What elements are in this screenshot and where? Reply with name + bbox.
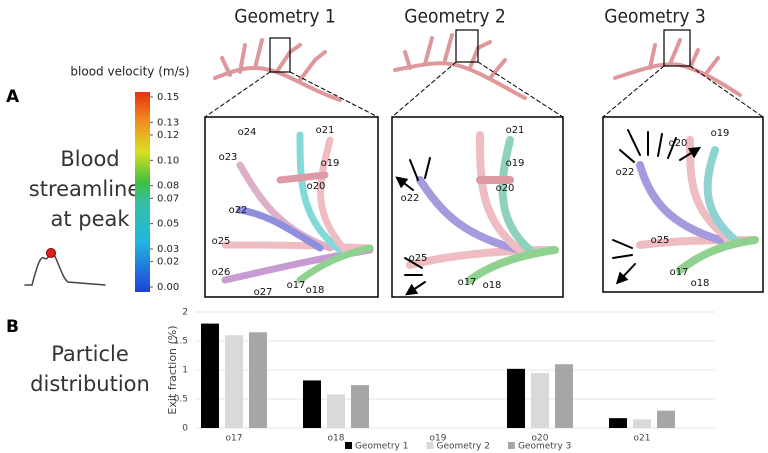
- colorbar-tick-label: 0.05: [157, 219, 179, 230]
- y-tick-label: 1.5: [174, 337, 188, 347]
- x-tick-label: o21: [634, 434, 651, 444]
- row-label: distribution: [30, 372, 150, 396]
- outlet-label: o22: [401, 193, 420, 204]
- y-tick-label: 0: [182, 424, 188, 434]
- panel-label: A: [6, 87, 20, 107]
- outlet-label: o18: [691, 278, 710, 289]
- y-axis-label: Exit fraction (%): [166, 325, 179, 414]
- colorbar-tick-label: 0.13: [157, 117, 179, 128]
- bar: [633, 419, 651, 428]
- row-label: at peak: [50, 207, 130, 231]
- outlet-label: o19: [506, 158, 525, 169]
- geometry-title: Geometry 2: [404, 6, 506, 28]
- outlet-label: o17: [287, 280, 306, 291]
- outlet-label: o25: [409, 253, 428, 264]
- outlet-label: o17: [458, 277, 477, 288]
- y-tick-label: 1: [182, 366, 188, 376]
- colorbar: [135, 92, 150, 292]
- row-label: Blood: [60, 147, 119, 171]
- colorbar-tick-label: 0.02: [157, 257, 179, 268]
- outlet-label: o18: [483, 280, 502, 291]
- outlet-label: o19: [711, 128, 730, 139]
- bar: [555, 364, 573, 428]
- legend-swatch: [426, 442, 434, 449]
- outlet-label: o20: [669, 138, 688, 149]
- bar: [657, 410, 675, 428]
- outlet-label: o20: [307, 181, 326, 192]
- bar: [225, 335, 243, 428]
- colorbar-tick-label: 0.15: [157, 92, 179, 103]
- bar: [327, 394, 345, 428]
- legend-swatch: [345, 442, 352, 449]
- row-label: Particle: [51, 342, 129, 366]
- geometry-title: Geometry 1: [234, 6, 336, 28]
- outlet-label: o21: [316, 125, 335, 136]
- outlet-label: o23: [219, 152, 238, 163]
- layout-art: [24, 29, 764, 297]
- colorbar-title: blood velocity (m/s): [70, 65, 189, 79]
- outlet-label: o18: [306, 285, 325, 296]
- bar: [303, 380, 321, 428]
- x-tick-label: o17: [226, 434, 243, 444]
- bar: [531, 372, 549, 428]
- x-tick-label: o20: [532, 434, 549, 444]
- legend-label: Geometry 3: [518, 442, 571, 452]
- legend-label: Geometry 1: [355, 442, 408, 452]
- colorbar-tick-label: 0.00: [157, 282, 179, 293]
- outlet-label: o27: [254, 287, 273, 298]
- panel-label: B: [6, 317, 19, 337]
- legend-swatch: [507, 442, 515, 449]
- bar: [507, 368, 525, 428]
- bar: [609, 418, 627, 428]
- y-tick-label: 0.5: [174, 395, 188, 405]
- outlet-label: o25: [651, 235, 670, 246]
- bar: [249, 332, 267, 428]
- outlet-label: o20: [496, 183, 515, 194]
- outlet-label: o19: [321, 158, 340, 169]
- colorbar-tick-label: 0.12: [157, 130, 179, 141]
- colorbar-tick-label: 0.10: [157, 155, 179, 166]
- x-tick-label: o18: [328, 434, 345, 444]
- colorbar-tick-label: 0.08: [157, 181, 179, 192]
- outlet-label: o25: [212, 236, 231, 247]
- legend-label: Geometry 2: [436, 442, 489, 452]
- colorbar-tick-label: 0.07: [157, 193, 179, 204]
- bar: [201, 323, 219, 428]
- outlet-label: o22: [229, 205, 248, 216]
- colorbar-tick-label: 0.03: [157, 244, 179, 255]
- x-tick-label: o19: [430, 434, 447, 444]
- outlet-label: o24: [238, 127, 257, 138]
- outlet-label: o21: [506, 125, 525, 136]
- geometry-title: Geometry 3: [604, 6, 706, 28]
- y-tick-label: 2: [182, 308, 188, 318]
- row-label: streamlines: [29, 177, 151, 201]
- outlet-label: o22: [616, 167, 635, 178]
- outlet-label: o26: [212, 267, 231, 278]
- outlet-label: o17: [670, 267, 689, 278]
- bar: [351, 385, 369, 428]
